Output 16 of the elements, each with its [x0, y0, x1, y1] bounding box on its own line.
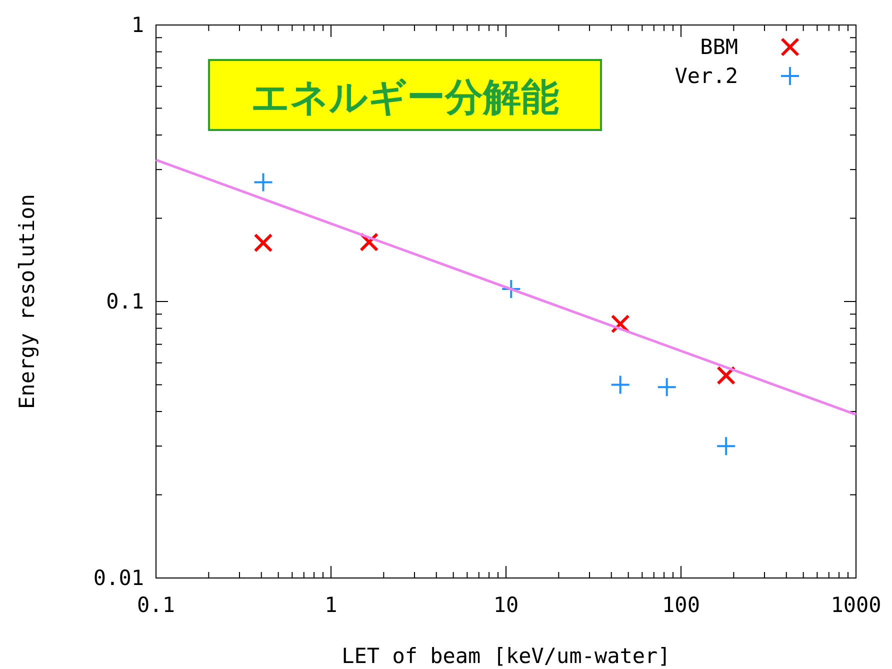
- legend: BBM: [700, 35, 800, 59]
- y-tick-label: 1: [131, 13, 144, 37]
- x-tick-label: 1000: [830, 593, 882, 617]
- legend-label: Ver.2: [674, 64, 738, 88]
- x-tick-label: 100: [662, 593, 700, 617]
- x-tick-label: 1: [324, 593, 338, 617]
- annotation: エネルギー分解能: [208, 59, 602, 131]
- annotation: エネルギー分解能: [251, 77, 559, 119]
- y-axis-title: Energy resolution: [15, 194, 39, 409]
- legend: Ver.2: [674, 64, 800, 88]
- y-tick-label: 0.01: [93, 566, 144, 590]
- x-tick-label: 0.1: [137, 593, 175, 617]
- x-axis-title: LET of beam [keV/um-water]: [342, 644, 670, 668]
- legend-label: BBM: [700, 35, 738, 59]
- x-tick-label: 10: [493, 593, 519, 617]
- y-tick-label: 0.1: [106, 290, 144, 314]
